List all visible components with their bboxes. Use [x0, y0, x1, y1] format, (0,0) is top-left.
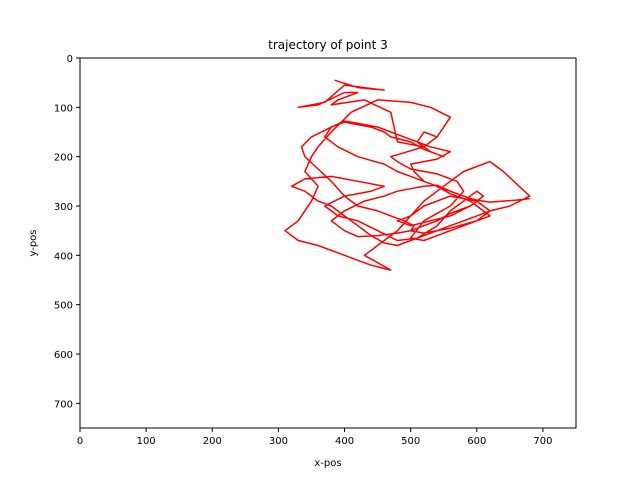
y-tick-label: 0 [67, 54, 73, 65]
y-axis-ticks: 0 100 200 300 400 500 600 700 [54, 54, 80, 410]
x-tick-label: 700 [533, 436, 552, 447]
x-tick-label: 200 [203, 436, 222, 447]
y-axis-label: y-pos [28, 229, 39, 256]
x-tick-label: 300 [269, 436, 288, 447]
x-tick-label: 500 [401, 436, 420, 447]
x-tick-label: 400 [335, 436, 354, 447]
trajectory-line-0 [284, 79, 531, 271]
chart-title: trajectory of point 3 [268, 38, 388, 52]
y-tick-label: 500 [54, 301, 73, 312]
x-axis-label: x-pos [314, 458, 341, 469]
plot-frame [79, 57, 577, 429]
x-tick-label: 100 [137, 436, 156, 447]
y-tick-label: 100 [54, 103, 73, 114]
y-tick-label: 400 [54, 251, 73, 262]
y-tick-label: 600 [54, 350, 73, 361]
y-tick-label: 700 [54, 399, 73, 410]
y-tick-label: 300 [54, 202, 73, 213]
x-axis-ticks: 0 100 200 300 400 500 600 700 [77, 428, 552, 447]
x-tick-label: 0 [77, 436, 83, 447]
y-tick-label: 200 [54, 153, 73, 164]
plot-background [80, 58, 576, 428]
x-tick-label: 600 [467, 436, 486, 447]
series-layer [284, 79, 531, 271]
